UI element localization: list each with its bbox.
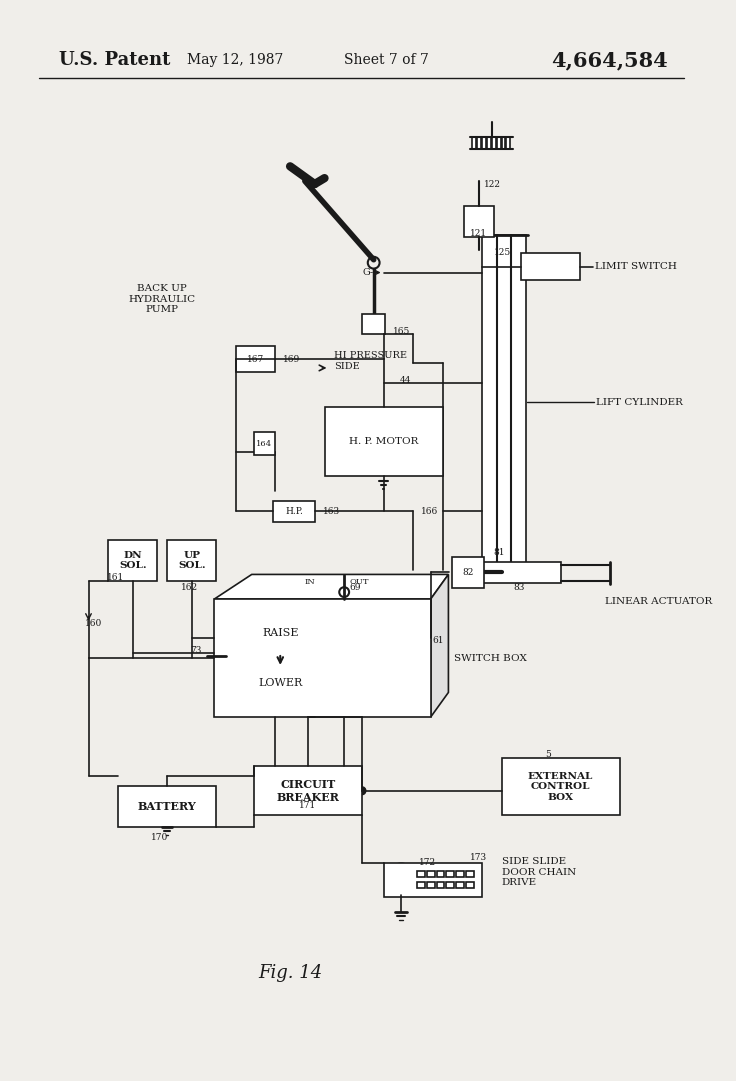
Text: 162: 162: [181, 583, 199, 591]
Text: 73: 73: [190, 645, 202, 655]
Text: Sheet 7 of 7: Sheet 7 of 7: [344, 53, 429, 67]
Text: 171: 171: [299, 801, 316, 810]
Text: 170: 170: [151, 833, 168, 842]
Text: LINEAR ACTUATOR: LINEAR ACTUATOR: [605, 598, 712, 606]
Bar: [456, 882, 464, 889]
Bar: [436, 882, 445, 889]
Text: 83: 83: [514, 583, 525, 591]
Text: 61: 61: [433, 636, 445, 644]
Bar: [254, 766, 362, 815]
Circle shape: [358, 787, 366, 795]
Bar: [497, 137, 500, 148]
Text: 44: 44: [400, 376, 411, 385]
Bar: [362, 313, 386, 334]
Text: 69: 69: [349, 583, 361, 591]
Bar: [466, 871, 474, 878]
Bar: [501, 137, 506, 148]
Text: SWITCH BOX: SWITCH BOX: [454, 654, 527, 663]
Text: May 12, 1987: May 12, 1987: [187, 53, 283, 67]
Bar: [108, 540, 158, 582]
Bar: [273, 501, 315, 522]
Text: EXTERNAL
CONTROL
BOX: EXTERNAL CONTROL BOX: [528, 772, 593, 802]
Text: UP
SOL.: UP SOL.: [178, 551, 205, 571]
Text: 166: 166: [421, 507, 438, 516]
Bar: [236, 346, 275, 372]
Bar: [447, 882, 454, 889]
Text: G-: G-: [362, 268, 373, 277]
Text: 122: 122: [484, 179, 500, 188]
Text: 125: 125: [494, 249, 511, 257]
Bar: [486, 137, 491, 148]
Bar: [482, 236, 526, 570]
Text: 4,664,584: 4,664,584: [551, 50, 668, 70]
Bar: [482, 562, 561, 584]
Bar: [254, 431, 275, 455]
Bar: [427, 882, 435, 889]
Text: RAISE: RAISE: [262, 628, 299, 639]
Bar: [214, 599, 431, 717]
Bar: [456, 871, 464, 878]
Bar: [383, 863, 482, 897]
Text: 164: 164: [256, 440, 272, 448]
Bar: [464, 205, 494, 237]
Text: U.S. Patent: U.S. Patent: [59, 51, 170, 69]
Text: LIMIT SWITCH: LIMIT SWITCH: [595, 262, 677, 271]
Text: 160: 160: [85, 619, 102, 628]
Bar: [417, 882, 425, 889]
Text: 5: 5: [545, 750, 551, 759]
Bar: [325, 408, 442, 476]
Text: 163: 163: [322, 507, 340, 516]
Text: IN: IN: [305, 578, 315, 586]
Text: 173: 173: [470, 853, 487, 863]
Bar: [167, 540, 216, 582]
Bar: [427, 871, 435, 878]
Text: 169: 169: [283, 355, 300, 363]
Bar: [417, 871, 425, 878]
Bar: [477, 137, 481, 148]
Text: H.P.: H.P.: [285, 507, 303, 516]
Text: 165: 165: [393, 328, 411, 336]
Text: 172: 172: [420, 858, 436, 867]
Text: 167: 167: [247, 355, 264, 363]
Text: BATTERY: BATTERY: [138, 801, 197, 812]
Bar: [447, 871, 454, 878]
Text: Fig. 14: Fig. 14: [258, 963, 322, 982]
Bar: [466, 882, 474, 889]
Circle shape: [393, 871, 409, 888]
Text: 81: 81: [494, 548, 506, 558]
Bar: [506, 137, 510, 148]
Bar: [436, 871, 445, 878]
Text: SIDE SLIDE
DOOR CHAIN
DRIVE: SIDE SLIDE DOOR CHAIN DRIVE: [501, 857, 576, 888]
Circle shape: [339, 587, 349, 597]
Polygon shape: [431, 574, 448, 717]
Text: DN
SOL.: DN SOL.: [119, 551, 146, 571]
Bar: [521, 253, 580, 280]
Text: H. P. MOTOR: H. P. MOTOR: [349, 437, 418, 446]
Text: 121: 121: [470, 229, 487, 238]
Bar: [472, 137, 476, 148]
Text: 161: 161: [107, 573, 124, 582]
Text: 82: 82: [462, 568, 474, 577]
Text: BACK UP
HYDRAULIC
PUMP: BACK UP HYDRAULIC PUMP: [129, 284, 196, 313]
Bar: [453, 557, 484, 588]
Bar: [501, 758, 620, 815]
Bar: [492, 137, 495, 148]
Text: OUT: OUT: [349, 578, 369, 586]
Text: LOWER: LOWER: [258, 678, 302, 688]
Polygon shape: [214, 574, 448, 599]
Bar: [482, 137, 486, 148]
Text: HI PRESSURE
SIDE: HI PRESSURE SIDE: [334, 351, 407, 371]
Text: LIFT CYLINDER: LIFT CYLINDER: [596, 398, 683, 406]
Bar: [118, 786, 216, 827]
Text: CIRCUIT
BREAKER: CIRCUIT BREAKER: [276, 779, 339, 803]
